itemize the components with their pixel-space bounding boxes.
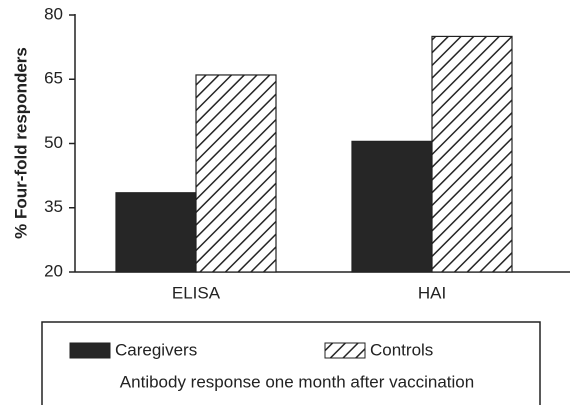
legend-label: Caregivers: [115, 340, 197, 359]
legend-label: Controls: [370, 340, 433, 359]
bar: [115, 192, 197, 273]
legend-box: [41, 321, 541, 405]
y-tick-label: 35: [44, 197, 63, 216]
y-tick-label: 50: [44, 133, 63, 152]
caption: Antibody response one month after vaccin…: [120, 372, 474, 391]
x-tick-label: ELISA: [172, 283, 221, 302]
bar: [431, 35, 513, 273]
legend-swatch: [69, 342, 111, 359]
y-tick-label: 80: [44, 4, 63, 23]
y-tick-label: 20: [44, 261, 63, 280]
bar: [195, 74, 277, 273]
y-axis-label: % Four-fold responders: [11, 47, 30, 239]
bar: [351, 140, 433, 273]
y-tick-label: 65: [44, 69, 63, 88]
legend-swatch: [324, 342, 366, 359]
x-tick-label: HAI: [418, 283, 446, 302]
